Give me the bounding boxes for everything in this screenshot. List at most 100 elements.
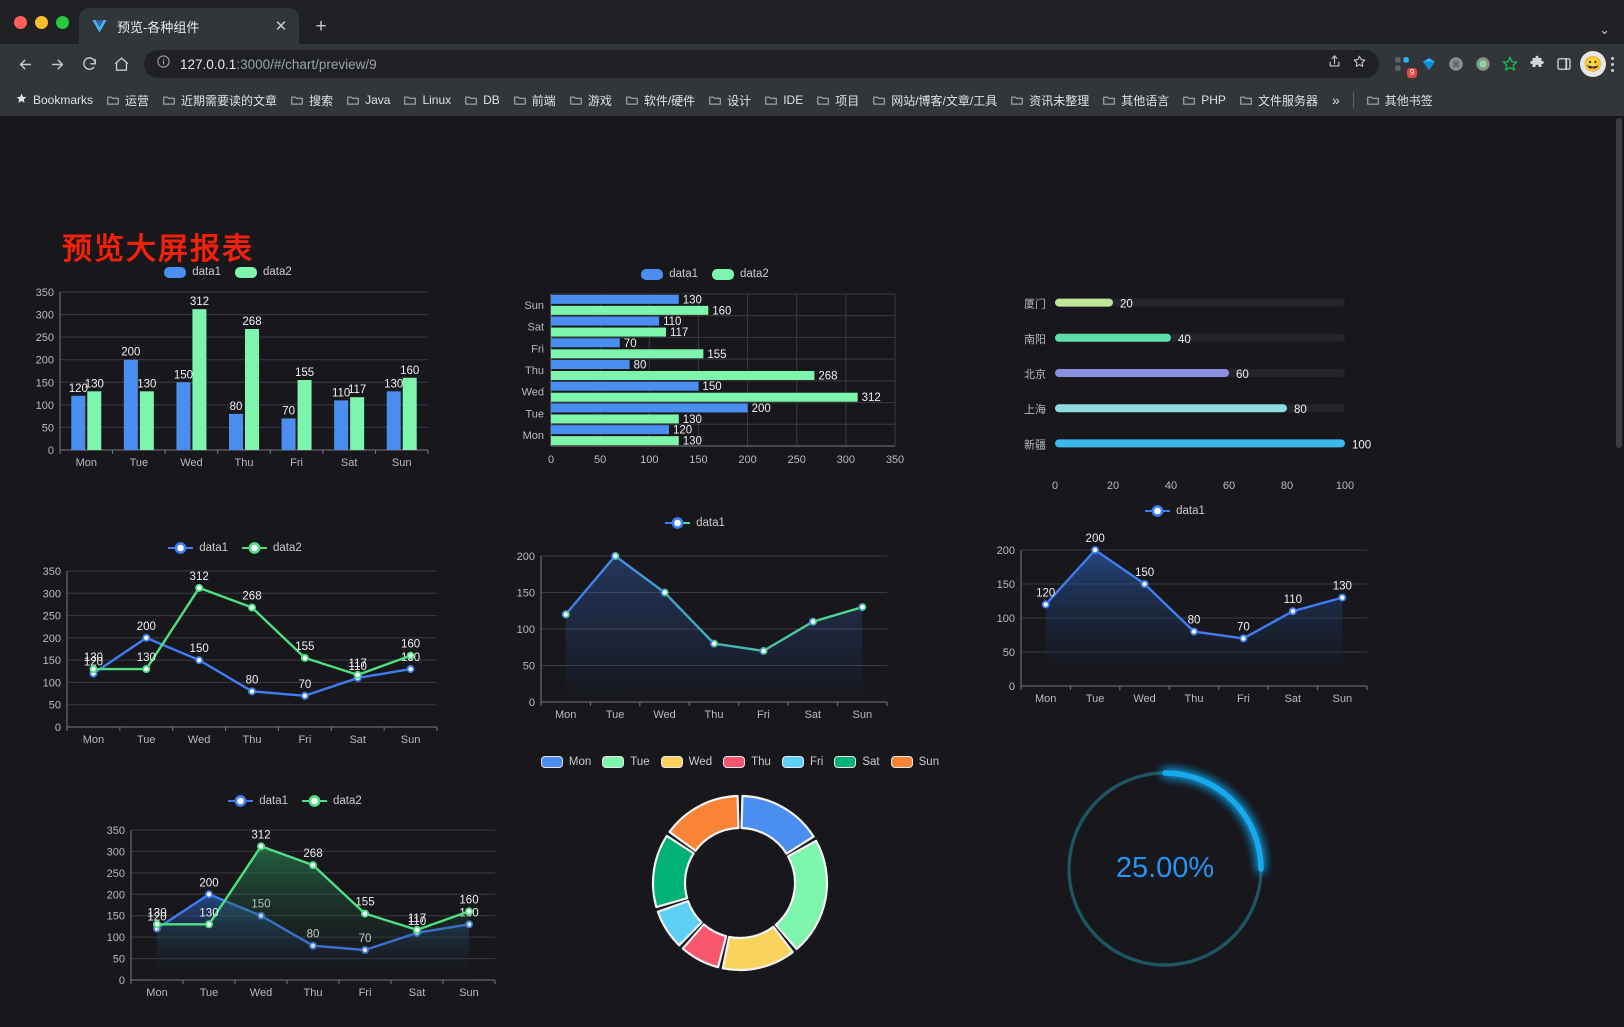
maximize-window-button[interactable] xyxy=(56,15,69,29)
puzzle-piece-icon[interactable] xyxy=(1526,53,1548,75)
chart-line-two-series[interactable]: data1 data2 0 50 100 150 200 250 300 350 120 200 1… xyxy=(25,541,445,764)
share-icon[interactable] xyxy=(1327,54,1342,74)
forward-button[interactable] xyxy=(42,49,72,79)
close-icon[interactable]: ✕ xyxy=(274,17,288,35)
chart-horizontal-bar[interactable]: data1 data2 130 160 110 117 70 155 80 268 150 312… xyxy=(505,268,905,481)
scrollbar-thumb[interactable] xyxy=(1616,118,1622,448)
svg-text:268: 268 xyxy=(818,371,837,383)
legend-item-data1[interactable]: data1 xyxy=(665,516,725,530)
svg-text:Sun: Sun xyxy=(392,457,412,469)
legend-label: Thu xyxy=(751,756,771,768)
legend-item-data2[interactable]: data2 xyxy=(242,541,302,555)
green-circle-icon[interactable] xyxy=(1472,53,1494,75)
svg-text:312: 312 xyxy=(190,296,209,308)
svg-text:Sat: Sat xyxy=(1285,693,1302,705)
bookmark-label: 游戏 xyxy=(587,93,612,108)
chevron-down-icon[interactable]: ⌄ xyxy=(1599,22,1610,37)
bookmark-folder[interactable]: 前端 xyxy=(507,88,562,113)
svg-text:80: 80 xyxy=(230,401,243,413)
legend-item-data1[interactable]: data1 xyxy=(164,266,221,278)
back-button[interactable] xyxy=(10,49,40,79)
bookmark-folder[interactable]: 项目 xyxy=(810,88,865,113)
folder-icon xyxy=(162,93,176,107)
legend-item-data1[interactable]: data1 xyxy=(168,541,228,555)
chart-area-single[interactable]: data1 0 50 100 150 200 120 200 150 80 70 110 130 Mon… xyxy=(975,504,1375,727)
svg-text:80: 80 xyxy=(634,360,647,372)
bookmark-label: 前端 xyxy=(531,93,556,108)
new-tab-button[interactable]: + xyxy=(315,15,327,37)
home-button[interactable] xyxy=(106,49,136,79)
bookmark-folder[interactable]: 文件服务器 xyxy=(1233,88,1324,113)
legend-item-wed[interactable]: Wed xyxy=(660,756,712,768)
gray-circle-icon[interactable]: ⌘ xyxy=(1445,53,1467,75)
bookmark-folder[interactable]: 其他语言 xyxy=(1096,88,1175,113)
bookmark-star-icon xyxy=(15,92,28,108)
bookmark-folder[interactable]: 游戏 xyxy=(563,88,618,113)
legend-label: Tue xyxy=(630,756,650,768)
info-circle-icon[interactable] xyxy=(156,54,171,74)
avatar[interactable]: 😀 xyxy=(1580,51,1606,77)
bookmark-folder[interactable]: 运营 xyxy=(100,88,155,113)
svg-text:250: 250 xyxy=(788,454,806,466)
page-scrollbar[interactable] xyxy=(1614,116,1624,1027)
svg-text:Thu: Thu xyxy=(1185,693,1204,705)
diamond-icon[interactable] xyxy=(1418,53,1440,75)
bookmark-folder[interactable]: 资讯未整理 xyxy=(1004,88,1095,113)
green-star-icon[interactable] xyxy=(1499,53,1521,75)
reload-button[interactable] xyxy=(74,49,104,79)
svg-text:Sat: Sat xyxy=(409,987,426,999)
minimize-window-button[interactable] xyxy=(35,15,48,29)
folder-icon xyxy=(569,93,583,107)
legend-item-data1[interactable]: data1 xyxy=(641,268,698,280)
bookmark-folder[interactable]: 近期需要读的文章 xyxy=(156,88,283,113)
legend-item-mon[interactable]: Mon xyxy=(540,756,591,768)
bookmark-folder[interactable]: PHP xyxy=(1176,89,1232,111)
legend-item-tue[interactable]: Tue xyxy=(602,756,650,768)
legend-label: data2 xyxy=(273,542,302,554)
legend-item-data1[interactable]: data1 xyxy=(1145,504,1205,518)
chart-line-gradient[interactable]: data1 0 50 100 150 200 Mon Tue Wed Thu Fri Sat Sun xyxy=(495,516,895,739)
svg-text:150: 150 xyxy=(43,655,61,667)
bookmark-folder[interactable]: Linux xyxy=(397,89,457,111)
legend-item-data2[interactable]: data2 xyxy=(235,266,292,278)
svg-text:312: 312 xyxy=(190,571,209,583)
svg-text:Mon: Mon xyxy=(76,457,97,469)
bookmark-folder[interactable]: Java xyxy=(340,89,396,111)
legend-item-thu[interactable]: Thu xyxy=(723,756,771,768)
legend-item-fri[interactable]: Fri xyxy=(781,756,823,768)
legend-item-sat[interactable]: Sat xyxy=(834,756,880,768)
bookmark-folder[interactable]: 网站/博客/文章/工具 xyxy=(866,88,1003,113)
chart-donut-pie[interactable]: Mon Tue Wed Thu Fri Sat Sun xyxy=(520,756,960,993)
chart-vertical-bar[interactable]: data1 data2 0 50 100 150 200 250 300 350 120 130 2… xyxy=(18,266,438,487)
svg-text:新疆: 新疆 xyxy=(1024,437,1046,451)
legend-item-data2[interactable]: data2 xyxy=(302,794,362,808)
browser-tab[interactable]: 预览-各种组件 ✕ xyxy=(79,8,299,44)
chart-progress-bars[interactable]: 厦门 20 南阳 40 北京 60 上海 80 新疆 100 0 20 40 60 80 100 xyxy=(985,271,1385,506)
legend-item-sun[interactable]: Sun xyxy=(890,756,939,768)
bookmark-folder[interactable]: DB xyxy=(458,89,506,111)
side-panel-icon[interactable] xyxy=(1553,53,1575,75)
legend-item-data1[interactable]: data1 xyxy=(228,794,288,808)
svg-text:Sat: Sat xyxy=(341,457,358,469)
legend-swatch xyxy=(712,268,734,280)
bookmark-folder[interactable]: 设计 xyxy=(702,88,757,113)
svg-text:Mon: Mon xyxy=(555,709,576,721)
extensions-grid-icon[interactable]: 9 xyxy=(1391,53,1417,78)
svg-text:160: 160 xyxy=(459,894,478,906)
bookmarks-overflow-button[interactable]: » xyxy=(1331,92,1340,108)
bookmark-star-icon[interactable] xyxy=(1352,54,1367,74)
bookmark-folder[interactable]: 搜索 xyxy=(284,88,339,113)
chart-gauge[interactable]: 25.00% xyxy=(1040,744,1290,999)
browser-menu-button[interactable] xyxy=(1611,55,1614,73)
other-bookmarks-folder[interactable]: 其他书签 xyxy=(1360,88,1439,113)
bookmark-folder[interactable]: 软件/硬件 xyxy=(619,88,701,113)
bookmark-folder[interactable]: IDE xyxy=(758,89,809,111)
address-bar[interactable]: 127.0.0.1:3000/#/chart/preview/9 xyxy=(144,50,1379,78)
legend-item-data2[interactable]: data2 xyxy=(712,268,769,280)
svg-text:20: 20 xyxy=(1120,299,1133,311)
bookmark-label: 近期需要读的文章 xyxy=(181,93,278,108)
bookmark-label: IDE xyxy=(783,93,804,107)
close-window-button[interactable] xyxy=(14,15,27,29)
chart-area-two-series[interactable]: data1 data2 0 50 1 xyxy=(85,794,505,1022)
bookmarks-manager-link[interactable]: Bookmarks xyxy=(9,88,99,112)
